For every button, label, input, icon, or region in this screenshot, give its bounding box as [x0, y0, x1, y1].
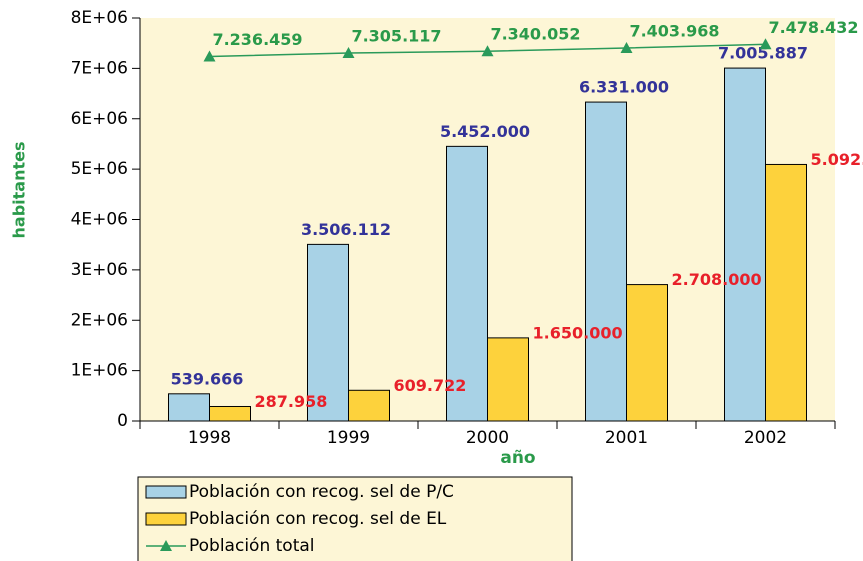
legend-label: Población con recog. sel de P/C	[189, 482, 454, 502]
y-tick-label: 8E+06	[71, 8, 128, 28]
bar	[348, 389, 390, 422]
y-tick-label: 5E+06	[71, 159, 128, 179]
marker	[759, 38, 772, 50]
bar	[765, 163, 807, 422]
value-label: 539.666	[171, 369, 244, 388]
legend-label: Población total	[189, 536, 315, 556]
value-label: 7.236.459	[212, 30, 302, 49]
bar	[626, 284, 668, 422]
value-label: 6.331.000	[579, 78, 669, 97]
marker	[203, 50, 216, 62]
bar	[307, 243, 349, 422]
value-label: 1.650.000	[533, 323, 623, 342]
bar	[446, 145, 488, 422]
value-label: 287.958	[255, 392, 328, 411]
value-label: 2.708.000	[672, 270, 762, 289]
x-tick-label: 1999	[327, 428, 370, 448]
bar	[487, 337, 529, 422]
bar	[209, 405, 251, 422]
x-axis-label: año	[500, 448, 535, 468]
x-tick-label: 2002	[744, 428, 787, 448]
x-tick-label: 1998	[188, 428, 231, 448]
y-axis-label: habitantes	[10, 142, 29, 239]
y-tick-label: 2E+06	[71, 310, 128, 330]
marker	[620, 42, 633, 54]
legend-label: Población con recog. sel de EL	[189, 509, 447, 529]
value-label: 7.005.887	[718, 44, 808, 63]
value-label: 609.722	[394, 376, 467, 395]
value-label: 3.506.112	[301, 220, 391, 239]
y-tick-label: 3E+06	[71, 260, 128, 280]
value-label: 7.340.052	[490, 25, 580, 44]
legend-swatch	[145, 485, 187, 499]
bar	[168, 393, 210, 422]
bar	[724, 67, 766, 422]
y-tick-label: 0	[117, 411, 128, 431]
y-tick-label: 1E+06	[71, 361, 128, 381]
y-tick-label: 7E+06	[71, 58, 128, 78]
value-label: 7.305.117	[351, 27, 441, 46]
y-tick-label: 6E+06	[71, 109, 128, 129]
x-tick-label: 2001	[605, 428, 648, 448]
marker	[481, 45, 494, 57]
value-label: 5.452.000	[440, 122, 530, 141]
bar	[585, 101, 627, 422]
value-label: 7.403.968	[629, 22, 719, 41]
value-label: 7.478.432	[768, 18, 858, 37]
legend-swatch	[145, 512, 187, 526]
y-tick-label: 4E+06	[71, 210, 128, 230]
marker	[342, 47, 355, 59]
value-label: 5.092.733	[811, 150, 863, 169]
x-tick-label: 2000	[466, 428, 509, 448]
legend-marker	[160, 540, 172, 551]
legend	[137, 476, 573, 561]
